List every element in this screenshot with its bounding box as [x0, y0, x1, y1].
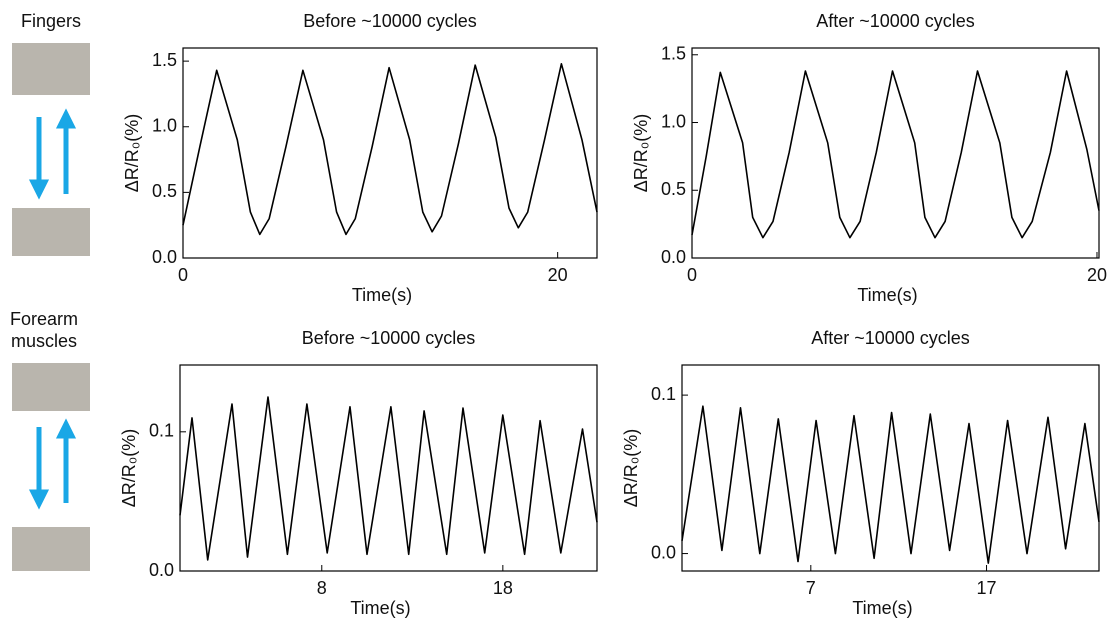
- x-axis-label: Time(s): [857, 285, 917, 305]
- y-axis-label: ΔR/R₀(%): [631, 114, 651, 193]
- chart-title: Before ~10000 cycles: [303, 11, 477, 31]
- x-tick-label: 18: [493, 578, 513, 598]
- y-tick-label: 0.5: [152, 181, 177, 201]
- chart-title: After ~10000 cycles: [811, 328, 970, 348]
- line: [182, 63, 598, 236]
- y-axis-label: ΔR/R₀(%): [119, 429, 139, 508]
- photo: [12, 208, 90, 256]
- row-label: Forearm muscles: [9, 309, 78, 351]
- photo: [12, 527, 90, 571]
- x-axis-label: Time(s): [352, 285, 412, 305]
- x-tick-label: 20: [548, 265, 568, 285]
- y-tick-label: 0.0: [152, 247, 177, 267]
- photo: [12, 43, 90, 95]
- x-tick-label: 20: [1087, 265, 1107, 285]
- y-tick-label: 1.5: [661, 44, 686, 64]
- line: [681, 405, 1100, 564]
- x-tick-label: 8: [317, 578, 327, 598]
- x-tick-label: 0: [178, 265, 188, 285]
- line: [179, 396, 598, 561]
- chart-title: Before ~10000 cycles: [302, 328, 476, 348]
- y-tick-label: 0.0: [651, 542, 676, 562]
- plot-frame: [691, 47, 1100, 259]
- x-tick-label: 0: [687, 265, 697, 285]
- x-tick-label: 17: [977, 578, 997, 598]
- y-axis-label: ΔR/R₀(%): [122, 114, 142, 193]
- y-tick-label: 1.5: [152, 50, 177, 70]
- photo: [12, 363, 90, 411]
- line: [691, 70, 1100, 239]
- y-tick-label: 0.1: [651, 384, 676, 404]
- arrows: [28, 108, 77, 510]
- chart-title: After ~10000 cycles: [816, 11, 975, 31]
- row-label: Fingers: [20, 11, 82, 31]
- x-axis-label: Time(s): [852, 598, 912, 618]
- x-tick-label: 7: [806, 578, 816, 598]
- plot-frame: [182, 47, 598, 259]
- y-tick-label: 1.0: [661, 111, 686, 131]
- y-tick-label: 0.0: [661, 247, 686, 267]
- plot-frame: [179, 364, 598, 572]
- plot-frame: [681, 364, 1100, 572]
- y-axis-label: ΔR/R₀(%): [621, 429, 641, 508]
- y-tick-label: 0.0: [149, 560, 174, 580]
- y-tick-label: 1.0: [152, 116, 177, 136]
- y-tick-label: 0.1: [149, 421, 174, 441]
- x-axis-label: Time(s): [350, 598, 410, 618]
- y-tick-label: 0.5: [661, 179, 686, 199]
